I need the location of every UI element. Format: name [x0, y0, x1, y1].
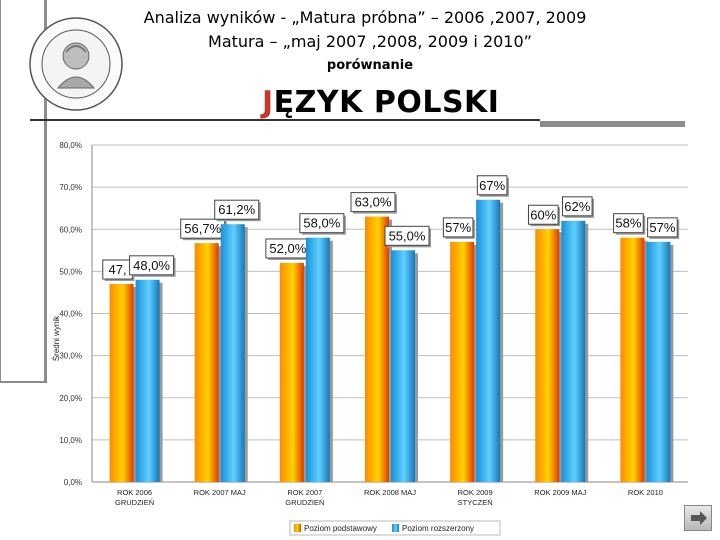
legend-swatch: [392, 524, 399, 532]
data-label-box: [129, 255, 175, 276]
data-label-box: [613, 213, 644, 234]
x-tick-label: ROK 2010: [628, 488, 663, 497]
data-label: 57%: [445, 220, 471, 235]
y-tick-label: 0,0%: [64, 478, 82, 487]
title-line-3: porównanie: [326, 58, 414, 73]
title-rule-accent: [540, 121, 685, 127]
x-tick-label: ROK 2007 MAJ: [194, 488, 246, 497]
data-label: 58,0%: [303, 216, 340, 231]
bar-basic: [109, 284, 134, 482]
x-tick-label: ROK 2009: [458, 488, 493, 497]
bar-extended: [646, 241, 671, 482]
data-label: 55,0%: [389, 228, 426, 243]
data-label: 56,7%: [184, 221, 221, 236]
data-label: 48,0%: [133, 258, 170, 273]
data-label: 67%: [479, 178, 505, 193]
bar-basic: [620, 237, 645, 482]
title-rule: [30, 119, 540, 121]
school-seal-icon: [29, 17, 123, 111]
data-label-box: [442, 217, 474, 238]
data-label: 60%: [530, 207, 556, 222]
data-label: 61,2%: [218, 202, 255, 217]
subject-title-rest: ĘZYK POLSKI: [273, 85, 500, 120]
data-label-box: [299, 213, 345, 234]
data-label: 62%: [564, 199, 590, 214]
x-tick-label: GRUDZIEŃ: [285, 498, 324, 507]
data-label-box: [476, 175, 508, 196]
next-arrow-icon: [691, 511, 707, 525]
y-tick-label: 40,0%: [59, 310, 82, 319]
x-tick-label: ROK 2006: [117, 488, 152, 497]
chart: 0,0% 10,0% 20,0% 30,0% 40,0% 50,0% 60,0% 70,0% 8…: [52, 141, 688, 536]
bar-basic: [535, 229, 560, 482]
legend-swatch: [294, 524, 301, 532]
bar-basic: [279, 262, 304, 482]
x-tick-label: GRUDZIEŃ: [115, 498, 154, 507]
y-tick-label: 30,0%: [59, 352, 82, 361]
subject-title-first-letter: J: [262, 85, 274, 120]
legend-label: Poziom rozszerzony: [402, 524, 474, 533]
y-tick-label: 80,0%: [59, 141, 82, 150]
x-tick-label: ROK 2007: [287, 488, 322, 497]
data-label-box: [527, 204, 559, 225]
x-tick-label: ROK 2009 MAJ: [534, 488, 586, 497]
bar-basic: [365, 216, 389, 483]
y-axis-label: Średni wynik: [52, 315, 61, 361]
title-line-2: Matura – „maj 2007 ,2008, 2009 i 2010”: [208, 32, 532, 51]
data-label: 63,0%: [355, 195, 392, 210]
data-label-box: [214, 199, 260, 220]
y-tick-label: 50,0%: [59, 267, 82, 276]
y-tick-label: 70,0%: [59, 183, 82, 192]
bar-extended: [135, 279, 160, 482]
bar-basic: [450, 241, 475, 482]
y-tick-label: 10,0%: [59, 436, 82, 445]
data-label: 58%: [615, 216, 641, 231]
bar-extended: [305, 237, 330, 482]
data-label-box: [561, 196, 593, 217]
y-tick-label: 60,0%: [59, 225, 82, 234]
x-tick-label: STYCZEŃ: [458, 498, 493, 507]
next-slide-button[interactable]: [684, 505, 712, 531]
bar-extended: [561, 220, 586, 482]
legend-label: Poziom podstawowy: [304, 524, 377, 533]
bar-extended: [476, 199, 501, 482]
data-label: 47,: [109, 262, 127, 277]
data-label-box: [384, 225, 430, 246]
data-label: 52,0%: [269, 241, 306, 256]
bar-basic: [194, 243, 219, 482]
data-label: 57%: [649, 220, 675, 235]
subject-title: JĘZYK POLSKI: [262, 85, 499, 120]
data-label-box: [350, 192, 396, 213]
y-tick-label: 20,0%: [59, 394, 82, 403]
bar-extended: [391, 250, 415, 482]
bar-extended: [220, 224, 245, 482]
x-tick-label: ROK 2008 MAJ: [364, 488, 416, 497]
data-label-box: [647, 217, 678, 238]
title-line-1: Analiza wyników - „Matura próbna” – 2006…: [143, 8, 587, 27]
